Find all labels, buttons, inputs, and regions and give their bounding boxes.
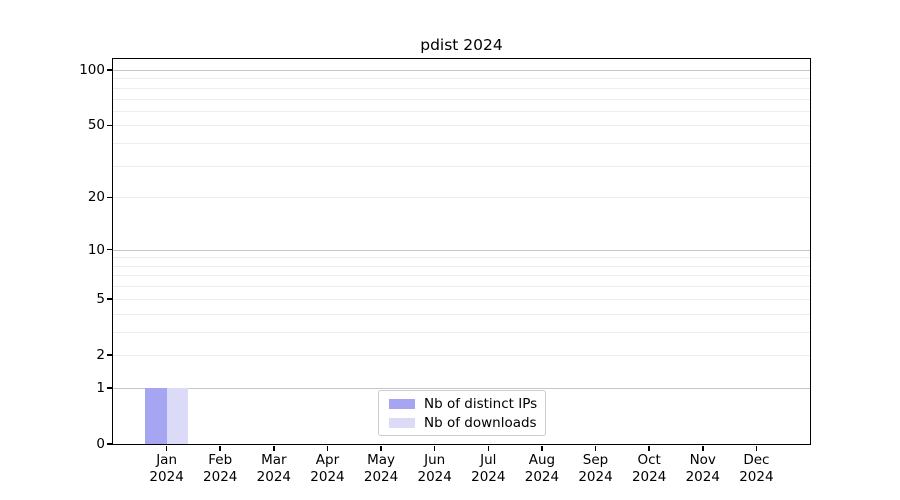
y-tick-label: 20 xyxy=(87,189,105,206)
y-tick-mark xyxy=(107,124,113,127)
minor-gridline xyxy=(113,165,810,167)
chart-title: pdist 2024 xyxy=(420,36,503,54)
x-tick-mark xyxy=(273,445,275,451)
downloads-swatch xyxy=(389,417,415,428)
x-tick-mark xyxy=(755,445,758,451)
y-tick-mark xyxy=(107,298,113,300)
y-tick-label: 10 xyxy=(87,241,105,258)
y-tick-mark xyxy=(107,196,113,199)
major-gridline xyxy=(113,387,810,389)
y-tick-mark xyxy=(107,387,113,389)
x-tick-label: Jul 2024 xyxy=(456,452,520,486)
x-tick-month: Oct xyxy=(637,452,661,468)
x-tick-year: 2024 xyxy=(524,469,560,485)
y-tick-mark xyxy=(107,443,113,445)
y-tick-label: 100 xyxy=(79,61,105,78)
x-tick-year: 2024 xyxy=(256,469,292,485)
minor-gridline xyxy=(113,286,810,288)
x-tick-year: 2024 xyxy=(471,469,506,485)
minor-gridline xyxy=(113,110,810,112)
bar-nb-of-downloads xyxy=(166,387,189,444)
legend-item-downloads: Nb of downloads xyxy=(387,415,537,431)
x-tick-mark xyxy=(380,445,382,451)
minor-gridline xyxy=(113,197,810,199)
x-tick-mark xyxy=(648,445,650,451)
plot-area xyxy=(113,59,810,444)
minor-gridline xyxy=(113,143,810,145)
x-tick-label: Apr 2024 xyxy=(295,452,359,486)
y-tick-mark xyxy=(107,354,113,356)
x-tick-month: Feb xyxy=(208,452,233,468)
minor-gridline xyxy=(113,125,810,127)
minor-gridline xyxy=(113,257,810,259)
distinct-ips-swatch xyxy=(389,398,415,409)
minor-gridline xyxy=(113,98,810,100)
x-tick-month: Jan xyxy=(156,452,178,468)
x-tick-month: Dec xyxy=(743,452,770,468)
minor-gridline xyxy=(113,313,810,315)
major-gridline xyxy=(113,249,810,251)
minor-gridline xyxy=(113,298,810,300)
legend-label-downloads: Nb of downloads xyxy=(424,414,537,431)
x-tick-label: Sep 2024 xyxy=(564,452,628,486)
x-tick-year: 2024 xyxy=(310,469,345,485)
x-tick-label: May 2024 xyxy=(349,452,413,486)
x-tick-mark xyxy=(433,445,436,451)
y-tick-label: 50 xyxy=(87,117,105,134)
x-tick-label: Feb 2024 xyxy=(188,452,252,486)
minor-gridline xyxy=(113,331,810,333)
x-tick-mark xyxy=(594,445,597,451)
x-tick-month: Mar xyxy=(261,452,287,468)
x-tick-mark xyxy=(702,445,704,451)
y-tick-mark xyxy=(107,248,113,251)
minor-gridline xyxy=(113,354,810,356)
x-tick-mark xyxy=(326,445,329,451)
legend-label-distinct-ips: Nb of distinct IPs xyxy=(424,395,538,412)
x-tick-month: May xyxy=(367,452,396,468)
major-gridline xyxy=(113,69,810,71)
x-tick-year: 2024 xyxy=(578,469,613,485)
legend-item-distinct-ips: Nb of distinct IPs xyxy=(387,396,537,412)
legend: Nb of distinct IPs Nb of downloads xyxy=(378,390,546,436)
bar-nb-of-distinct-ips xyxy=(145,387,167,444)
minor-gridline xyxy=(113,265,810,267)
x-tick-label: Aug 2024 xyxy=(510,452,574,486)
x-tick-year: 2024 xyxy=(631,469,667,485)
x-tick-year: 2024 xyxy=(363,469,399,485)
x-tick-label: Jun 2024 xyxy=(403,452,467,486)
x-tick-label: Oct 2024 xyxy=(617,452,681,486)
minor-gridline xyxy=(113,275,810,277)
x-tick-mark xyxy=(487,445,490,451)
x-tick-year: 2024 xyxy=(417,469,452,485)
y-tick-label: 1 xyxy=(96,379,105,396)
x-tick-label: Mar 2024 xyxy=(242,452,306,486)
x-tick-year: 2024 xyxy=(203,469,238,485)
x-tick-label: Dec 2024 xyxy=(724,452,788,486)
x-tick-year: 2024 xyxy=(149,469,184,485)
minor-gridline xyxy=(113,87,810,89)
x-tick-month: Apr xyxy=(315,452,340,468)
x-tick-month: Nov xyxy=(689,452,716,468)
x-tick-mark xyxy=(541,445,543,451)
x-tick-month: Sep xyxy=(582,452,609,468)
minor-gridline xyxy=(113,78,810,80)
y-tick-mark xyxy=(107,69,113,71)
y-tick-label: 2 xyxy=(96,346,105,363)
x-tick-month: Jul xyxy=(480,452,497,468)
x-tick-year: 2024 xyxy=(739,469,774,485)
x-tick-label: Jan 2024 xyxy=(135,452,199,486)
x-tick-label: Nov 2024 xyxy=(671,452,735,486)
x-tick-mark xyxy=(219,445,221,451)
x-tick-mark xyxy=(165,445,168,451)
y-tick-label: 5 xyxy=(96,290,105,307)
x-tick-year: 2024 xyxy=(685,469,720,485)
x-tick-month: Aug xyxy=(528,452,556,468)
x-tick-month: Jun xyxy=(424,452,446,468)
y-tick-label: 0 xyxy=(96,436,105,452)
